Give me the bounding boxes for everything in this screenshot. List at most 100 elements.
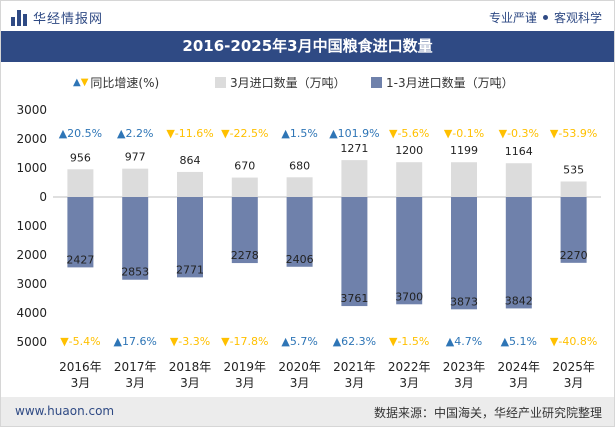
legend-march-label: 3月进口数量（万吨） <box>230 76 346 90</box>
slogan-left: 专业严谨 <box>488 11 537 25</box>
bar-march-value-label: 864 <box>180 154 201 167</box>
cumulative-growth-label: ▼-1.5% <box>389 335 429 348</box>
y-tick-label: 5000 <box>16 335 47 349</box>
footer: www.huaon.com 数据来源：中国海关，华经产业研究院整理 <box>1 397 614 426</box>
march-growth-label: ▲1.5% <box>281 127 317 140</box>
y-tick-label: 3000 <box>16 277 47 291</box>
footer-site-link[interactable]: www.huaon.com <box>15 404 115 418</box>
legend-march: 3月进口数量（万吨） <box>215 74 346 91</box>
bar-march <box>67 169 94 197</box>
bar-cumulative <box>451 197 477 310</box>
bar-cumulative-value-label: 2278 <box>231 249 259 262</box>
legend-march-swatch <box>215 77 226 88</box>
bar-chart: 3000 2000 1000 0 1000 2000 3000 4000 5000 956 2427… <box>16 103 601 390</box>
bar-march-value-label: 1164 <box>505 145 533 158</box>
cumulative-growth-label: ▲4.7% <box>446 335 482 348</box>
bar-march-value-label: 670 <box>234 160 255 173</box>
bar-cumulative-value-label: 3842 <box>505 294 533 307</box>
bar-march-value-label: 956 <box>70 151 91 164</box>
y-tick-label: 1000 <box>16 219 47 233</box>
cumulative-growth-label: ▲17.6% <box>113 335 156 348</box>
march-growth-label: ▼-22.5% <box>221 127 268 140</box>
y-tick-label: 2000 <box>16 248 47 262</box>
bar-cumulative <box>67 197 94 268</box>
slogan-right: 客观科学 <box>553 11 602 25</box>
bar-march <box>451 162 477 197</box>
y-tick-label: 0 <box>39 190 47 204</box>
bar-march <box>231 177 258 197</box>
bar-march-value-label: 1200 <box>395 144 423 157</box>
bar-march-value-label: 1271 <box>340 142 368 155</box>
bar-march-value-label: 977 <box>125 151 146 164</box>
x-category-label: 2016年 <box>59 360 102 374</box>
bar-cumulative-value-label: 2771 <box>176 263 204 276</box>
bar-cumulative <box>396 197 423 305</box>
bar-cumulative <box>505 197 532 309</box>
y-tick-label: 3000 <box>16 103 47 117</box>
slogan: 专业严谨 客观科学 <box>489 9 602 26</box>
x-category-label: 2021年 <box>333 360 376 374</box>
legend-cumulative: 1-3月进口数量（万吨） <box>371 74 514 91</box>
cumulative-growth-label: ▲5.7% <box>281 335 317 348</box>
x-category-label: 3月 <box>71 376 91 390</box>
bar-cumulative-value-label: 3761 <box>340 292 368 305</box>
x-category-label: 3月 <box>454 376 474 390</box>
legend: ▲ ▼ 同比增速(%) 3月进口数量（万吨） 1-3月进口数量（万吨） <box>1 71 614 95</box>
x-category-label: 2025年 <box>552 360 595 374</box>
bar-cumulative <box>122 197 149 280</box>
march-growth-label: ▲2.2% <box>117 127 153 140</box>
legend-cumulative-label: 1-3月进口数量（万吨） <box>386 76 514 90</box>
x-category-label: 3月 <box>235 376 255 390</box>
cumulative-growth-label: ▲5.1% <box>501 335 537 348</box>
bar-march-value-label: 535 <box>563 163 584 176</box>
x-category-label: 2023年 <box>443 360 486 374</box>
march-growth-label: ▼-0.1% <box>444 127 484 140</box>
bar-march-value-label: 1199 <box>450 144 478 157</box>
bar-march <box>505 163 532 197</box>
x-category-label: 2024年 <box>498 360 541 374</box>
top-bar: 华经情报网 专业严谨 客观科学 <box>1 1 614 31</box>
y-tick-label: 2000 <box>16 132 47 146</box>
legend-growth: ▲ ▼ 同比增速(%) <box>73 74 159 91</box>
x-category-label: 3月 <box>509 376 529 390</box>
cumulative-growth-label: ▲62.3% <box>333 335 376 348</box>
bar-cumulative <box>177 197 203 278</box>
x-category-label: 3月 <box>180 376 200 390</box>
legend-cumulative-swatch <box>371 77 382 88</box>
bar-cumulative-value-label: 2427 <box>66 253 94 266</box>
x-category-label: 2022年 <box>388 360 431 374</box>
bar-cumulative-value-label: 2406 <box>286 253 314 266</box>
brand[interactable]: 华经情报网 <box>11 8 103 27</box>
y-tick-label: 4000 <box>16 306 47 320</box>
march-growth-label: ▼-53.9% <box>550 127 597 140</box>
y-tick-label: 1000 <box>16 161 47 175</box>
bar-cumulative <box>341 197 368 307</box>
bar-march <box>177 171 203 197</box>
bar-march <box>560 181 587 197</box>
triangle-up-icon: ▲ <box>73 77 81 88</box>
march-growth-label: ▲101.9% <box>329 127 379 140</box>
bar-cumulative-value-label: 3700 <box>395 290 423 303</box>
bar-march <box>122 168 149 197</box>
bar-march <box>341 160 368 197</box>
bar-march-value-label: 680 <box>289 159 310 172</box>
march-growth-label: ▼-5.6% <box>389 127 429 140</box>
cumulative-growth-label: ▼-5.4% <box>60 335 100 348</box>
bar-cumulative <box>231 197 258 264</box>
x-category-label: 2017年 <box>114 360 157 374</box>
bar-cumulative <box>286 197 313 267</box>
x-category-label: 3月 <box>125 376 145 390</box>
march-growth-label: ▼-11.6% <box>166 127 213 140</box>
march-growth-label: ▲20.5% <box>59 127 102 140</box>
bar-cumulative-value-label: 2853 <box>121 266 149 279</box>
chart-title: 2016-2025年3月中国粮食进口数量 <box>1 31 614 62</box>
x-category-label: 2018年 <box>169 360 212 374</box>
x-category-label: 2019年 <box>224 360 267 374</box>
x-category-label: 3月 <box>399 376 419 390</box>
x-category-label: 2020年 <box>278 360 321 374</box>
bar-cumulative <box>560 197 587 263</box>
logo-icon <box>11 9 27 26</box>
brand-name: 华经情报网 <box>33 12 104 27</box>
triangle-down-icon: ▼ <box>80 77 89 88</box>
